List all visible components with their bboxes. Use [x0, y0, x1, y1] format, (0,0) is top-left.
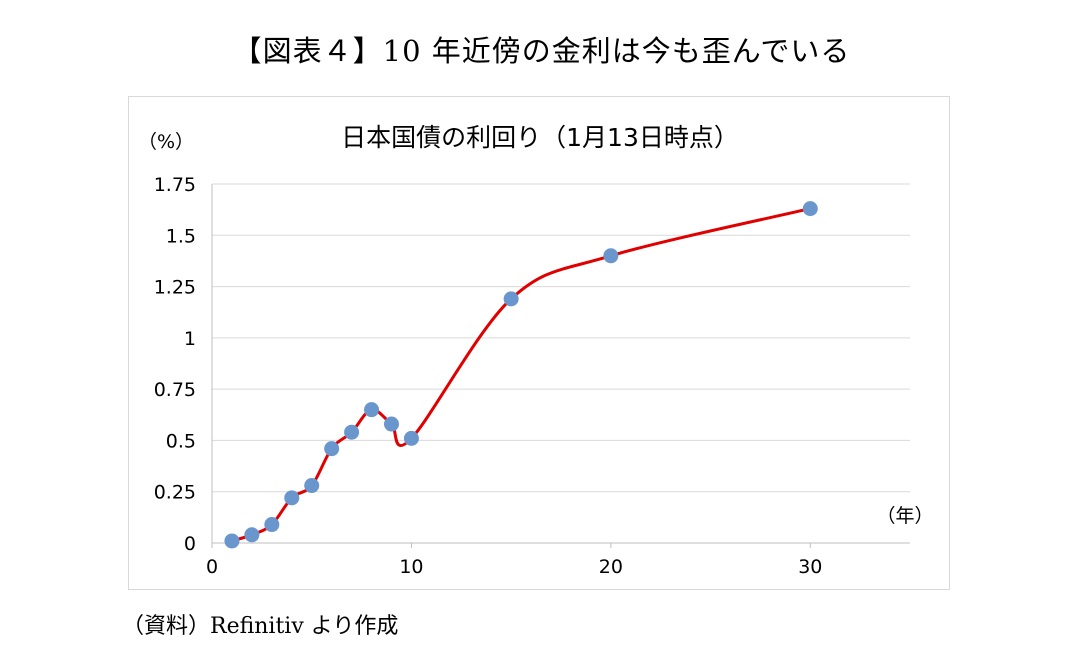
yield-data-point [603, 248, 619, 264]
yield-data-point [324, 441, 340, 457]
series-points [224, 201, 818, 549]
y-tick-label: 1.25 [154, 277, 196, 299]
chart-title: 日本国債の利回り（1月13日時点） [341, 123, 739, 152]
y-tick-label: 1 [184, 328, 196, 350]
y-tick-label: 1.5 [166, 225, 196, 247]
axes [211, 184, 910, 548]
x-axis-label: （年） [876, 505, 933, 527]
yield-data-point [403, 430, 419, 446]
yield-data-point [224, 533, 240, 549]
yield-data-point [264, 517, 280, 533]
series-line [231, 207, 811, 543]
gridlines [212, 183, 910, 493]
yield-data-point [284, 490, 300, 506]
y-axis-label: （%） [138, 131, 194, 153]
yield-data-point [304, 478, 320, 494]
x-tick-label: 30 [798, 556, 822, 578]
tick-labels: 0 0.25 0.5 0.75 1 1.25 1.5 1.75 0 10 20 30 [154, 174, 823, 578]
source-note: （資料）Refinitiv より作成 [122, 614, 399, 639]
yield-data-point [503, 291, 519, 307]
x-tick-label: 10 [399, 556, 423, 578]
yield-data-point [802, 201, 818, 217]
figure-heading: 【図表４】10 年近傍の金利は今も歪んでいる [232, 34, 851, 68]
x-tick-label: 20 [599, 556, 623, 578]
y-tick-label: 0.75 [154, 379, 196, 401]
yield-data-point [383, 416, 399, 432]
yield-data-point [364, 402, 380, 418]
yield-data-point [344, 424, 360, 440]
y-tick-label: 0.25 [154, 482, 196, 504]
y-tick-label: 0 [184, 533, 196, 555]
chart-frame [128, 96, 950, 590]
x-tick-label: 0 [206, 556, 218, 578]
yield-data-point [244, 527, 260, 543]
yield-curve-line [231, 207, 811, 543]
y-tick-label: 1.75 [154, 174, 196, 196]
y-tick-label: 0.5 [166, 430, 196, 452]
